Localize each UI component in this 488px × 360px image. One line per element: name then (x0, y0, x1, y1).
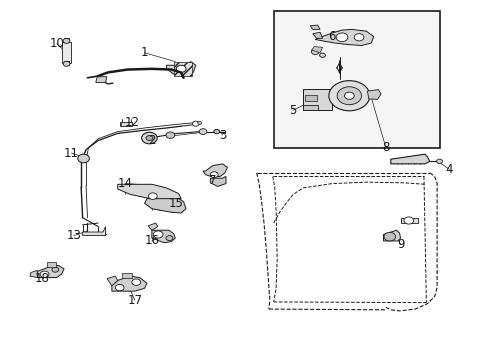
Polygon shape (303, 105, 317, 110)
Circle shape (148, 193, 157, 199)
Circle shape (336, 87, 361, 105)
Polygon shape (311, 46, 322, 53)
Circle shape (165, 132, 174, 138)
Polygon shape (112, 276, 147, 291)
Circle shape (142, 132, 157, 144)
Bar (121, 122, 132, 126)
Circle shape (311, 49, 319, 54)
Text: 6: 6 (328, 30, 335, 43)
Circle shape (403, 217, 413, 224)
Polygon shape (166, 62, 195, 76)
Circle shape (146, 135, 153, 140)
Circle shape (52, 267, 59, 272)
Circle shape (197, 122, 201, 125)
Bar (47, 262, 56, 267)
Text: 14: 14 (117, 177, 132, 190)
Circle shape (63, 39, 70, 43)
Circle shape (192, 121, 199, 126)
Text: 2: 2 (148, 134, 155, 147)
Polygon shape (203, 164, 227, 177)
Polygon shape (37, 265, 64, 278)
Text: 12: 12 (124, 116, 140, 129)
Circle shape (210, 172, 218, 177)
Polygon shape (118, 184, 181, 202)
Text: 4: 4 (445, 163, 452, 176)
Polygon shape (305, 95, 316, 101)
Circle shape (383, 232, 395, 241)
Polygon shape (144, 199, 185, 213)
Polygon shape (30, 270, 37, 278)
Polygon shape (315, 30, 373, 45)
Circle shape (40, 271, 49, 278)
Circle shape (63, 61, 70, 66)
Text: 15: 15 (168, 197, 183, 210)
Polygon shape (107, 276, 118, 286)
Polygon shape (82, 226, 105, 235)
Circle shape (132, 279, 141, 285)
Text: 5: 5 (289, 104, 296, 117)
Polygon shape (148, 223, 158, 230)
Text: 13: 13 (66, 229, 81, 242)
Text: 1: 1 (141, 46, 148, 59)
Circle shape (199, 129, 206, 134)
Text: 3: 3 (219, 129, 226, 142)
Polygon shape (120, 122, 132, 126)
Text: 18: 18 (35, 272, 49, 285)
Text: 7: 7 (209, 174, 216, 186)
Text: 16: 16 (144, 234, 159, 247)
Circle shape (436, 159, 442, 163)
Polygon shape (400, 218, 417, 223)
Circle shape (328, 81, 369, 111)
Polygon shape (310, 25, 320, 30)
Text: 9: 9 (396, 238, 404, 251)
Circle shape (115, 284, 124, 291)
Bar (63, 38, 69, 42)
Circle shape (213, 130, 219, 134)
Polygon shape (366, 90, 380, 99)
Bar (122, 273, 132, 278)
Bar (173, 62, 192, 76)
Polygon shape (96, 77, 107, 82)
Polygon shape (303, 89, 331, 110)
Text: 10: 10 (49, 37, 64, 50)
Polygon shape (383, 230, 400, 241)
Circle shape (153, 231, 163, 238)
Bar (63, 61, 69, 65)
Circle shape (353, 34, 363, 41)
Text: 17: 17 (127, 294, 142, 307)
Circle shape (176, 65, 185, 72)
Polygon shape (152, 230, 175, 243)
Polygon shape (312, 32, 322, 39)
Circle shape (344, 92, 353, 99)
Text: 11: 11 (64, 147, 79, 159)
Polygon shape (210, 176, 225, 186)
Polygon shape (390, 154, 429, 164)
Circle shape (165, 235, 172, 240)
Text: 8: 8 (382, 141, 389, 154)
Circle shape (319, 53, 325, 57)
Bar (273, 12, 439, 148)
Bar (61, 42, 71, 63)
Circle shape (335, 33, 347, 41)
Circle shape (78, 154, 89, 163)
